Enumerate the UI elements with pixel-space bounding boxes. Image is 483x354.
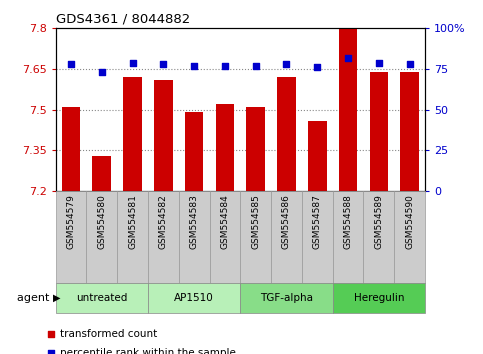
- Text: GSM554587: GSM554587: [313, 194, 322, 249]
- Bar: [369, 72, 388, 191]
- Point: [375, 60, 383, 65]
- Text: transformed count: transformed count: [60, 329, 157, 339]
- Bar: [92, 156, 111, 191]
- Bar: [364, 191, 394, 283]
- Bar: [185, 113, 203, 191]
- Text: AP1510: AP1510: [174, 293, 214, 303]
- Point: [344, 55, 352, 61]
- Bar: [302, 191, 333, 283]
- Text: ▶: ▶: [53, 293, 61, 303]
- Text: GSM554586: GSM554586: [282, 194, 291, 249]
- Point: [159, 61, 167, 67]
- Text: GSM554585: GSM554585: [251, 194, 260, 249]
- Text: agent: agent: [17, 293, 53, 303]
- Text: TGF-alpha: TGF-alpha: [260, 293, 313, 303]
- Point: [221, 63, 229, 69]
- Text: GSM554580: GSM554580: [97, 194, 106, 249]
- Bar: [148, 191, 179, 283]
- Bar: [117, 191, 148, 283]
- Bar: [394, 191, 425, 283]
- Bar: [339, 28, 357, 191]
- Text: GSM554584: GSM554584: [220, 194, 229, 249]
- Point: [252, 63, 259, 69]
- Text: GSM554588: GSM554588: [343, 194, 353, 249]
- Text: GSM554579: GSM554579: [67, 194, 75, 249]
- Point: [98, 69, 106, 75]
- Point: [47, 331, 55, 337]
- Bar: [277, 77, 296, 191]
- Text: Heregulin: Heregulin: [354, 293, 404, 303]
- Text: GSM554583: GSM554583: [190, 194, 199, 249]
- Point: [313, 64, 321, 70]
- Bar: [148, 283, 241, 313]
- Point: [406, 61, 413, 67]
- Bar: [246, 107, 265, 191]
- Bar: [56, 283, 148, 313]
- Point: [47, 350, 55, 354]
- Bar: [179, 191, 210, 283]
- Point: [283, 61, 290, 67]
- Text: GDS4361 / 8044882: GDS4361 / 8044882: [56, 13, 190, 26]
- Bar: [86, 191, 117, 283]
- Bar: [333, 191, 364, 283]
- Text: GSM554589: GSM554589: [374, 194, 384, 249]
- Bar: [56, 191, 86, 283]
- Point: [190, 63, 198, 69]
- Bar: [333, 283, 425, 313]
- Bar: [123, 77, 142, 191]
- Text: percentile rank within the sample: percentile rank within the sample: [60, 348, 236, 354]
- Bar: [271, 191, 302, 283]
- Bar: [400, 72, 419, 191]
- Bar: [210, 191, 240, 283]
- Text: GSM554590: GSM554590: [405, 194, 414, 249]
- Bar: [215, 104, 234, 191]
- Text: GSM554582: GSM554582: [159, 194, 168, 249]
- Bar: [154, 80, 172, 191]
- Bar: [240, 191, 271, 283]
- Point: [128, 60, 136, 65]
- Bar: [62, 107, 80, 191]
- Bar: [240, 283, 333, 313]
- Text: untreated: untreated: [76, 293, 128, 303]
- Text: GSM554581: GSM554581: [128, 194, 137, 249]
- Point: [67, 61, 75, 67]
- Bar: [308, 121, 327, 191]
